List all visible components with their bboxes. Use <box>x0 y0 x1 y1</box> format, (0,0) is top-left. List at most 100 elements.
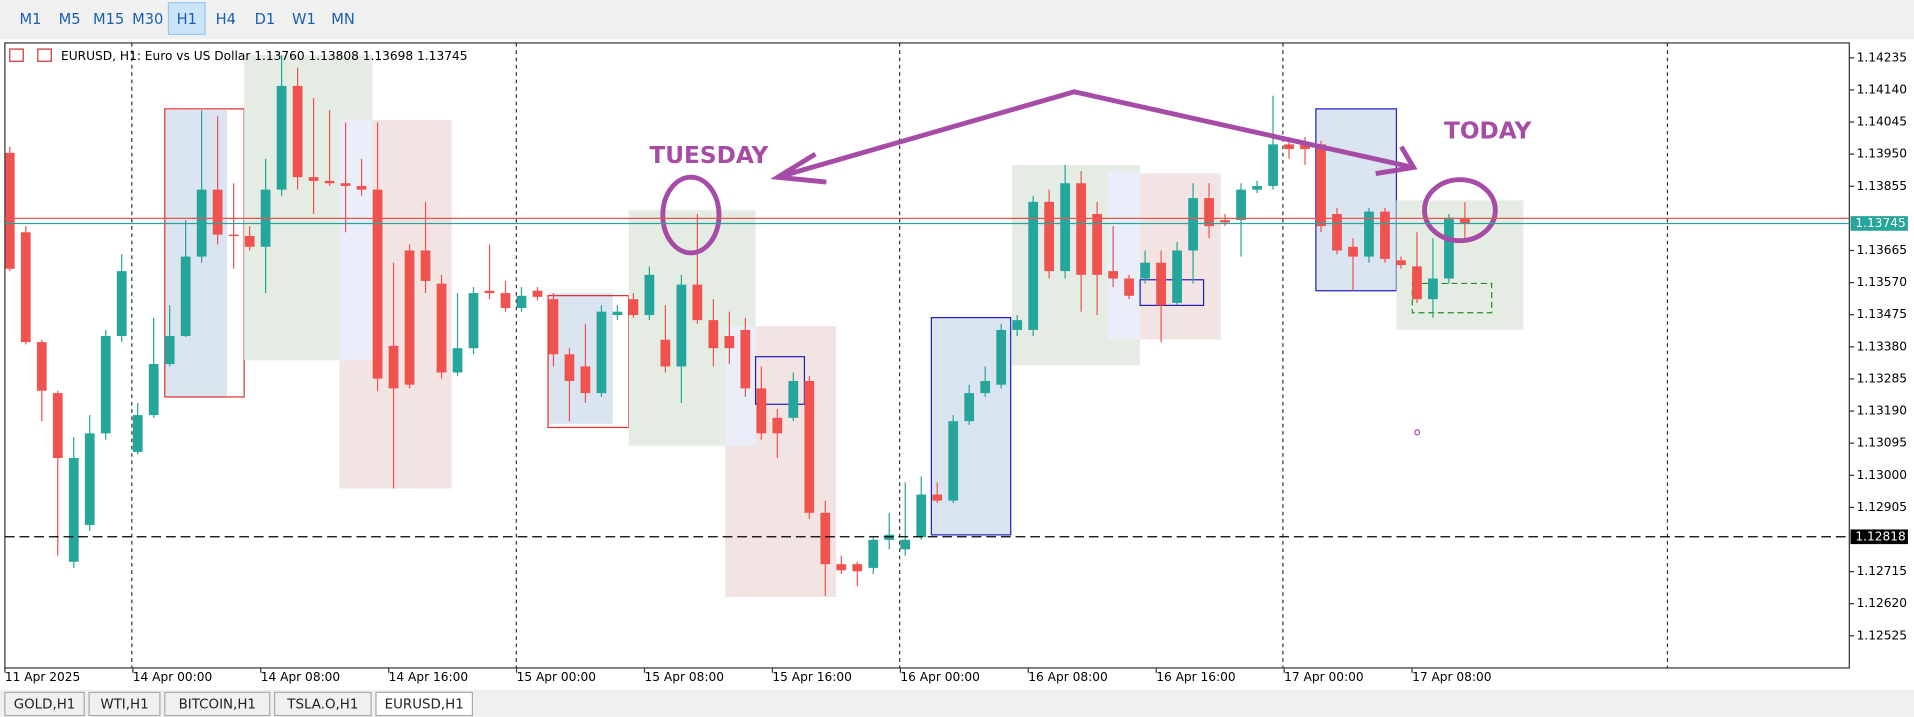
candle-body <box>1044 201 1055 272</box>
candle-body <box>660 339 671 367</box>
circle <box>660 174 722 256</box>
candle-body <box>340 183 351 186</box>
tab-label[interactable]: WTI,H1 <box>100 698 148 713</box>
timeframe-button[interactable] <box>12 2 49 35</box>
candle-body <box>1092 213 1103 275</box>
arrow-head <box>1375 145 1418 176</box>
candle-body <box>820 512 831 565</box>
circle <box>1422 177 1498 244</box>
y-tick-label: 1.12525 <box>1857 628 1907 642</box>
y-tick-label: 1.13380 <box>1857 339 1907 353</box>
timeframe-button[interactable] <box>51 2 88 35</box>
candle-body <box>500 293 511 308</box>
x-tick-label: 17 Apr 00:00 <box>1284 670 1363 684</box>
timeframe-label[interactable]: M30 <box>132 11 163 28</box>
tab-label[interactable]: TSLA.O,H1 <box>286 698 358 713</box>
candle-body <box>1172 250 1182 303</box>
price-tag <box>1850 216 1908 231</box>
timeframe-button[interactable] <box>285 2 323 35</box>
candle-body <box>948 421 959 501</box>
candle-body <box>1300 144 1310 150</box>
candle-body <box>1060 183 1071 272</box>
timeframe-label[interactable]: D1 <box>255 11 276 28</box>
timeframe-button[interactable] <box>90 2 127 35</box>
x-tick-label: 15 Apr 08:00 <box>645 670 724 684</box>
candle-body <box>1396 260 1406 266</box>
candle-body <box>1348 246 1358 257</box>
candle-body <box>900 539 911 550</box>
tab[interactable] <box>4 691 85 717</box>
candle-body <box>36 342 47 391</box>
x-tick-label: 16 Apr 16:00 <box>1156 670 1235 684</box>
candle-body <box>372 189 383 379</box>
candle-body <box>1220 220 1230 223</box>
box <box>164 110 228 397</box>
timeframe-button[interactable] <box>324 2 362 35</box>
candle-body <box>564 354 575 381</box>
candle-body <box>4 152 15 269</box>
candle-body <box>468 293 479 349</box>
candle-body <box>612 311 623 316</box>
timeframe-label[interactable]: M15 <box>93 11 124 28</box>
box <box>339 119 373 361</box>
x-tick-label: 16 Apr 08:00 <box>1028 670 1107 684</box>
candle-body <box>644 274 655 316</box>
tab-label[interactable]: EURUSD,H1 <box>385 698 464 713</box>
candle-body <box>420 250 431 281</box>
tab[interactable] <box>88 691 161 717</box>
icon <box>37 48 52 62</box>
y-tick-label: 1.13285 <box>1857 371 1907 385</box>
box <box>1139 279 1205 307</box>
candle-body <box>532 290 543 297</box>
candle-body <box>772 417 783 434</box>
candle-body <box>596 311 607 394</box>
y-tick-label: 1.14235 <box>1857 50 1907 64</box>
candle-body <box>1028 201 1039 330</box>
candle-body <box>756 388 767 434</box>
candle-body <box>148 364 159 416</box>
y-tick-label: 1.13095 <box>1857 436 1907 450</box>
plot-frame <box>4 42 1850 669</box>
y-tick-label: 1.13950 <box>1857 147 1907 161</box>
x-tick-label: 17 Apr 08:00 <box>1412 670 1491 684</box>
annotation: TODAY <box>1444 118 1533 145</box>
candle-body <box>308 177 319 181</box>
box <box>754 356 806 405</box>
candle-body <box>84 433 95 525</box>
candle-body <box>1316 144 1326 227</box>
candle-body <box>628 299 639 316</box>
tab-label[interactable]: BITCOIN,H1 <box>179 698 256 713</box>
tab-label[interactable]: GOLD,H1 <box>14 698 76 713</box>
timeframe-button[interactable] <box>167 2 206 36</box>
candle-body <box>804 380 815 513</box>
timeframe-label[interactable]: MN <box>331 11 355 28</box>
timeframe-button[interactable] <box>207 2 245 35</box>
candle-body <box>1252 185 1262 190</box>
candle-body <box>324 180 335 184</box>
candle-body <box>932 494 943 501</box>
y-tick-label: 1.12715 <box>1857 564 1907 578</box>
timeframe-label[interactable]: M1 <box>20 11 42 28</box>
drawings <box>660 89 1498 436</box>
timeframe-label[interactable]: M5 <box>59 11 81 28</box>
candle-body <box>436 283 447 373</box>
tab[interactable] <box>274 691 372 717</box>
y-tick-label: 1.14045 <box>1857 115 1907 129</box>
timeframe-label[interactable]: H4 <box>216 11 236 28</box>
timeframe-label[interactable]: H1 <box>177 11 197 28</box>
y-tick-label: 1.12620 <box>1857 596 1907 610</box>
candle-body <box>180 256 191 337</box>
y-tick-label: 1.13570 <box>1857 275 1907 289</box>
dot <box>1414 429 1421 436</box>
candle-body <box>292 85 303 178</box>
timeframe-button[interactable] <box>129 2 167 35</box>
timeframe-button[interactable] <box>246 2 284 35</box>
arrow-head <box>770 151 827 185</box>
candle-body <box>1428 278 1438 300</box>
tab[interactable] <box>375 691 474 717</box>
timeframe-label[interactable]: W1 <box>292 11 316 28</box>
candle-body <box>852 564 863 572</box>
tab[interactable] <box>164 691 271 717</box>
candle-body <box>1444 217 1454 279</box>
x-tick-label: 14 Apr 16:00 <box>389 670 468 684</box>
